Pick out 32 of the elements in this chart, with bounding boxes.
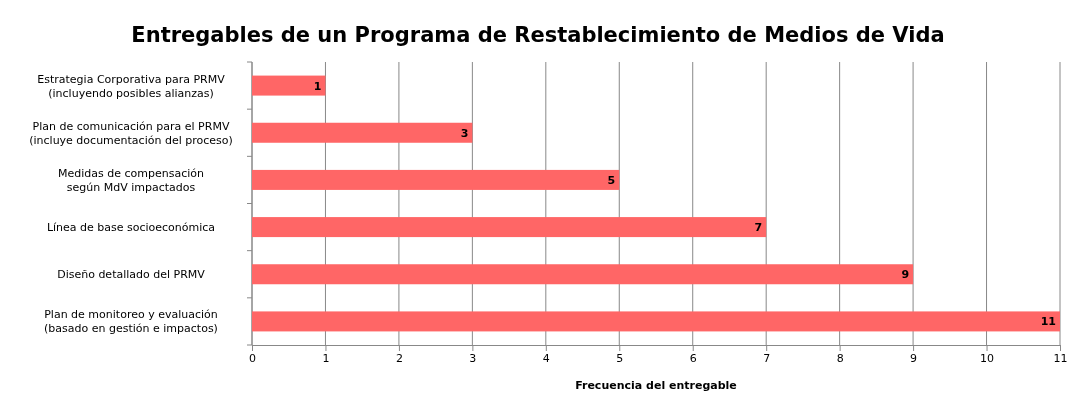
x-tick-label: 1 (322, 351, 330, 365)
x-tick-label: 4 (542, 351, 550, 365)
y-tick-label: Plan de monitoreo y evaluación (basado en gestión e impactos) (44, 308, 218, 336)
bar (252, 122, 473, 143)
x-axis-title: Frecuencia del entregable (575, 379, 737, 392)
x-tick-label: 2 (395, 351, 403, 365)
y-tick-label: Diseño detallado del PRMV (57, 268, 206, 282)
y-tick-label: Medidas de compensación según MdV impactados (58, 166, 205, 194)
x-tick-label: 5 (616, 351, 624, 365)
x-tick-label: 10 (980, 351, 995, 365)
data-label: 7 (754, 221, 763, 235)
bar (252, 217, 767, 238)
y-tick-label: Plan de comunicación para el PRMV (incluye documentación del proceso) (29, 119, 233, 147)
chart-title: Entregables de un Programa de Restablecimiento de Medios de Vida (131, 23, 945, 47)
x-tick-label: 8 (836, 351, 844, 365)
x-tick-label: 0 (249, 351, 256, 365)
x-tick-label: 9 (910, 351, 918, 365)
x-tick-label: 6 (689, 351, 697, 365)
bar (252, 169, 620, 190)
data-label: 11 (1040, 315, 1056, 329)
data-label: 1 (313, 79, 322, 93)
bar (252, 75, 326, 96)
y-tick-label: Estrategia Corporativa para PRMV (incluyendo posibles alianzas) (37, 72, 226, 100)
y-tick-label: Línea de base socioeconómica (46, 221, 216, 235)
data-label: 9 (901, 268, 910, 282)
x-tick-label: 3 (469, 351, 477, 365)
bar (252, 311, 1060, 332)
x-tick-label: 11 (1053, 351, 1068, 365)
data-label: 5 (607, 173, 616, 187)
x-tick-label: 7 (763, 351, 771, 365)
bar (252, 264, 914, 285)
data-label: 3 (460, 126, 469, 140)
